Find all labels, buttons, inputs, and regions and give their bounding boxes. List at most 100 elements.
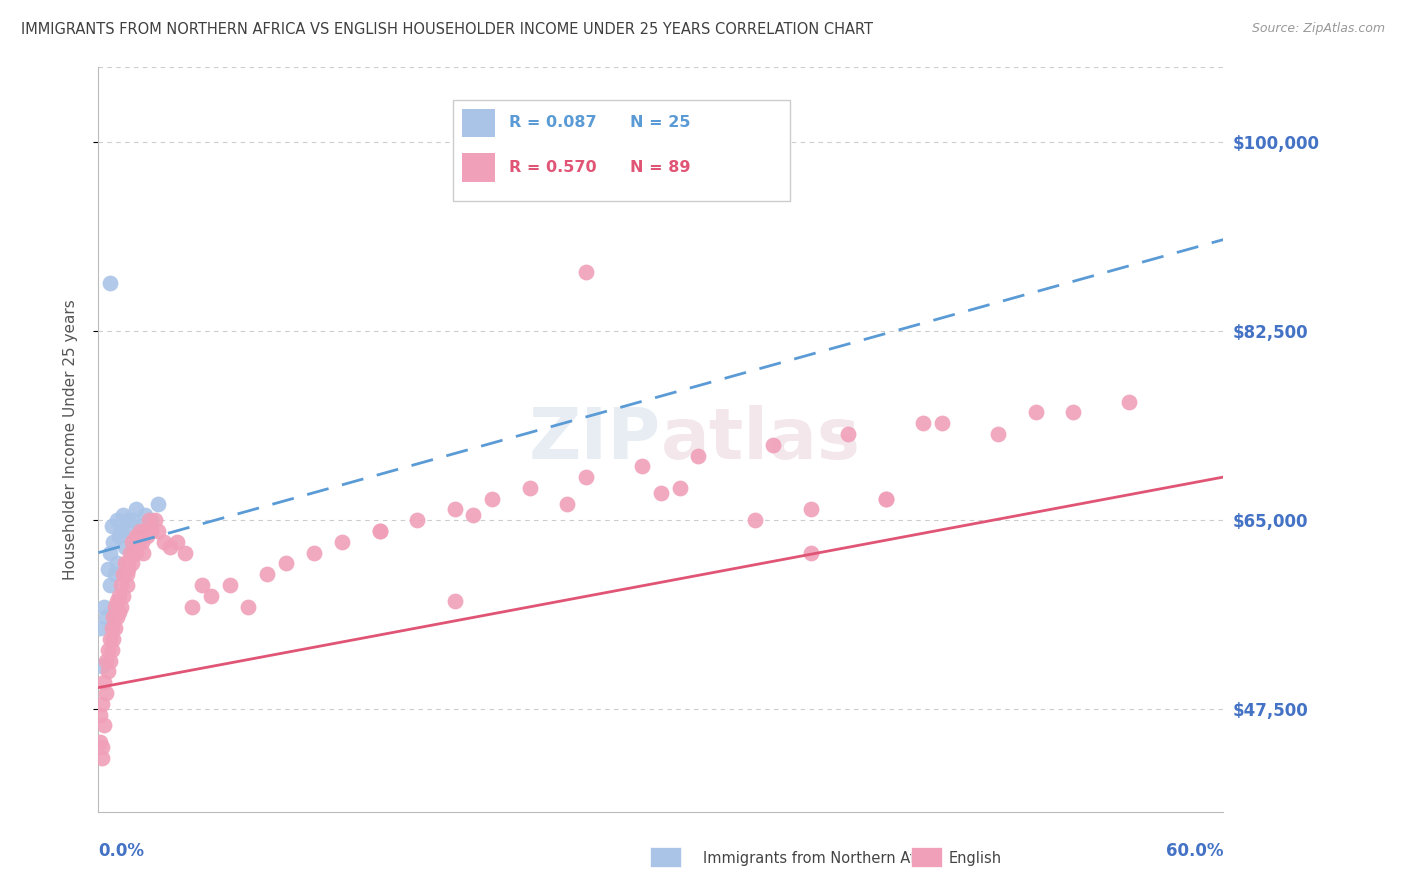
Text: English: English	[949, 851, 1002, 865]
Point	[111, 567, 134, 582]
Text: atlas: atlas	[661, 405, 860, 474]
Point	[117, 562, 139, 576]
Point	[111, 508, 134, 522]
Point	[575, 265, 598, 279]
Point	[120, 546, 142, 560]
Point	[274, 557, 297, 571]
Point	[800, 502, 823, 516]
Text: ZIP: ZIP	[529, 405, 661, 474]
Point	[330, 534, 353, 549]
Point	[110, 599, 132, 614]
Point	[132, 546, 155, 560]
Point	[181, 599, 204, 614]
Point	[94, 686, 117, 700]
Point	[688, 449, 710, 463]
Point	[93, 599, 115, 614]
Text: 60.0%: 60.0%	[1166, 841, 1223, 860]
Point	[127, 534, 149, 549]
Point	[104, 567, 127, 582]
Point	[406, 513, 429, 527]
Point	[256, 567, 278, 582]
Text: IMMIGRANTS FROM NORTHERN AFRICA VS ENGLISH HOUSEHOLDER INCOME UNDER 25 YEARS COR: IMMIGRANTS FROM NORTHERN AFRICA VS ENGLI…	[21, 22, 873, 37]
Point	[762, 438, 785, 452]
Point	[153, 534, 176, 549]
Point	[114, 557, 136, 571]
Point	[98, 546, 121, 560]
Point	[128, 524, 150, 538]
Point	[1025, 405, 1047, 419]
Point	[94, 610, 117, 624]
Point	[122, 546, 145, 560]
Point	[105, 557, 128, 571]
Point	[134, 524, 156, 538]
Point	[121, 534, 143, 549]
Point	[97, 562, 120, 576]
Point	[98, 632, 121, 646]
Point	[131, 534, 153, 549]
Point	[519, 481, 541, 495]
Point	[97, 665, 120, 679]
Point	[98, 276, 121, 290]
Point	[117, 557, 139, 571]
Point	[115, 567, 138, 582]
Point	[105, 594, 128, 608]
Point	[555, 497, 578, 511]
Point	[104, 599, 127, 614]
Point	[105, 513, 128, 527]
Point	[125, 502, 148, 516]
Point	[668, 481, 690, 495]
Point	[114, 541, 136, 555]
Point	[93, 718, 115, 732]
Point	[117, 513, 139, 527]
Point	[159, 541, 181, 555]
Point	[98, 578, 121, 592]
Point	[875, 491, 897, 506]
Point	[302, 546, 325, 560]
Point	[108, 529, 131, 543]
Point	[89, 734, 111, 748]
Point	[100, 518, 122, 533]
Point	[190, 578, 212, 592]
Point	[1062, 405, 1084, 419]
Point	[875, 491, 897, 506]
Point	[443, 502, 465, 516]
FancyBboxPatch shape	[461, 109, 495, 136]
Point	[125, 546, 148, 560]
Point	[837, 426, 859, 441]
Point	[93, 675, 115, 690]
Point	[98, 654, 121, 668]
Point	[125, 529, 148, 543]
Point	[91, 750, 114, 764]
Point	[218, 578, 240, 592]
Point	[912, 416, 935, 430]
Point	[94, 654, 117, 668]
Point	[575, 470, 598, 484]
Point	[987, 426, 1010, 441]
Point	[128, 518, 150, 533]
Point	[100, 621, 122, 635]
Point	[91, 659, 114, 673]
Point	[103, 632, 125, 646]
Point	[368, 524, 391, 538]
Point	[134, 508, 156, 522]
Point	[91, 697, 114, 711]
Point	[139, 524, 162, 538]
Point	[800, 546, 823, 560]
Point	[121, 557, 143, 571]
Point	[173, 546, 195, 560]
Text: Source: ZipAtlas.com: Source: ZipAtlas.com	[1251, 22, 1385, 36]
Point	[121, 513, 143, 527]
Y-axis label: Householder Income Under 25 years: Householder Income Under 25 years	[63, 299, 77, 580]
Point	[368, 524, 391, 538]
Point	[108, 605, 131, 619]
Point	[138, 513, 160, 527]
Point	[115, 578, 138, 592]
Point	[481, 491, 503, 506]
Point	[111, 589, 134, 603]
Text: 0.0%: 0.0%	[98, 841, 145, 860]
Point	[110, 524, 132, 538]
Point	[139, 513, 162, 527]
Point	[136, 529, 159, 543]
Point	[104, 621, 127, 635]
Point	[105, 610, 128, 624]
